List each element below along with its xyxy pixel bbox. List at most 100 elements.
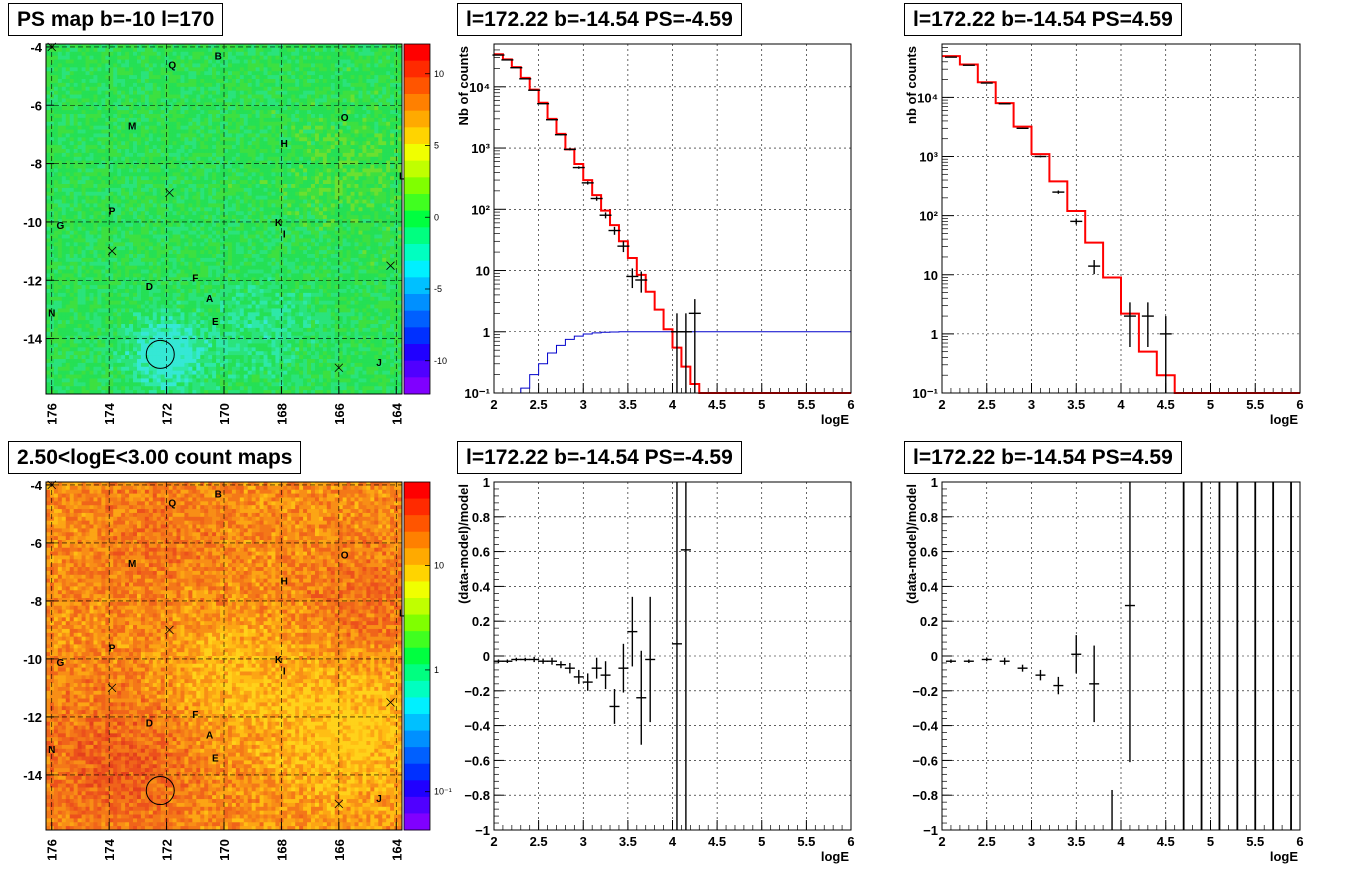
target-circle	[145, 776, 175, 806]
colorbar-tick-label: 5	[434, 141, 439, 151]
colorbar-segment	[404, 647, 430, 665]
map-x-tick-label: 168	[274, 403, 289, 425]
source-label: B	[215, 52, 222, 63]
y-tick-label: 1	[931, 327, 938, 342]
y-tick-label: 1	[483, 325, 490, 340]
y-tick-label: −0.2	[464, 684, 490, 699]
colorbar-segment	[404, 515, 430, 533]
y-tick-label: −0.8	[464, 788, 490, 803]
source-label: D	[146, 719, 153, 730]
colorbar-tick-label: 10⁻¹	[434, 787, 452, 797]
map-x-tick-label: 172	[160, 403, 175, 425]
colorbar-segment	[404, 598, 430, 615]
source-label: A	[206, 730, 213, 741]
y-axis-label: (data-model)/model	[904, 484, 919, 604]
map-x-tick-label: 164	[389, 402, 404, 424]
cross-marker	[107, 246, 117, 256]
map-y-tick-label: -8	[30, 594, 42, 609]
spec1-plot	[492, 43, 852, 394]
y-axis-label: Nb of counts	[456, 46, 471, 125]
y-tick-label: 0	[931, 649, 938, 664]
x-tick-label: 2.5	[978, 397, 996, 412]
x-tick-label: 3.5	[619, 834, 637, 849]
map-x-tick-label: 176	[45, 403, 60, 425]
map-y-tick-label: -14	[23, 768, 43, 783]
y-axis-label: (data-model)/model	[456, 484, 471, 604]
x-tick-label: 3	[580, 834, 587, 849]
map1-plot	[45, 42, 403, 395]
cross-marker	[334, 363, 344, 373]
map-y-tick-label: -12	[23, 273, 42, 288]
map1-title: PS map b=-10 l=170	[8, 3, 224, 36]
colorbar-segment	[404, 110, 430, 128]
y-tick-label: 10⁻¹	[912, 386, 938, 401]
colorbar-segment	[404, 327, 430, 345]
map-y-tick-label: -4	[30, 40, 42, 55]
colorbar-segment	[404, 127, 430, 145]
map-y-tick-label: -6	[30, 536, 42, 551]
colorbar-tick-label: -5	[434, 284, 442, 294]
target-circle	[145, 339, 175, 369]
source-label: L	[399, 171, 405, 182]
x-tick-label: 5.5	[797, 397, 815, 412]
colorbar-segment	[404, 747, 430, 765]
colorbar-segment	[404, 763, 430, 781]
source-label: A	[206, 294, 213, 305]
y-tick-label: −0.4	[464, 719, 490, 734]
y-tick-label: 0.4	[920, 579, 939, 594]
colorbar-segment	[404, 210, 430, 228]
source-label: P	[109, 643, 116, 654]
x-tick-label: 6	[847, 834, 854, 849]
source-label: H	[281, 139, 288, 150]
source-label: O	[341, 113, 349, 124]
x-tick-label: 5.5	[1246, 397, 1264, 412]
source-label: Q	[168, 60, 176, 71]
x-tick-label: 6	[1296, 397, 1303, 412]
x-tick-label: 6	[847, 397, 854, 412]
x-tick-label: 5.5	[1246, 834, 1264, 849]
y-tick-label: 0.6	[920, 545, 938, 560]
y-tick-label: 10²	[471, 202, 490, 217]
colorbar-segment	[404, 482, 430, 499]
colorbar-segment	[404, 227, 430, 245]
x-tick-label: 2	[490, 834, 497, 849]
y-tick-label: 10⁻¹	[464, 386, 490, 401]
res2-plot	[941, 481, 1301, 831]
x-tick-label: 3.5	[1067, 834, 1085, 849]
colorbar-segment	[404, 160, 430, 178]
colorbar-tick-label: -10	[434, 356, 447, 366]
x-tick-label: 5.5	[797, 834, 815, 849]
source-label: N	[48, 745, 55, 756]
map1-cells	[46, 44, 403, 395]
map2-plot	[45, 480, 403, 831]
map-x-tick-label: 168	[274, 839, 289, 861]
res1-plot	[493, 481, 852, 831]
colorbar-segment	[404, 44, 430, 62]
map-x-tick-label: 174	[102, 838, 117, 860]
source-label: K	[275, 218, 283, 229]
x-tick-label: 2	[938, 397, 945, 412]
y-tick-label: 10	[924, 268, 938, 283]
y-tick-label: −1	[475, 823, 490, 838]
x-tick-label: 4.5	[1157, 397, 1175, 412]
map-x-tick-label: 164	[389, 838, 404, 860]
colorbar-segment	[404, 680, 430, 698]
colorbar-segment	[404, 548, 430, 566]
x-tick-label: 2	[490, 397, 497, 412]
x-tick-label: 5	[1207, 834, 1214, 849]
map-x-tick-label: 170	[217, 403, 232, 425]
y-tick-label: 10⁴	[917, 90, 938, 105]
x-tick-label: 2	[938, 834, 945, 849]
map-x-tick-label: 166	[332, 403, 347, 425]
y-tick-label: −0.2	[912, 684, 938, 699]
colorbar-segment	[404, 294, 430, 312]
source-label: K	[275, 655, 283, 666]
source-label: E	[212, 317, 219, 328]
y-tick-label: −0.6	[912, 753, 938, 768]
map2-title: 2.50<logE<3.00 count maps	[8, 441, 302, 474]
colorbar-segment	[404, 260, 430, 278]
x-tick-label: 3	[1028, 834, 1035, 849]
spec2-plot	[941, 43, 1301, 394]
source-label: D	[146, 282, 153, 293]
